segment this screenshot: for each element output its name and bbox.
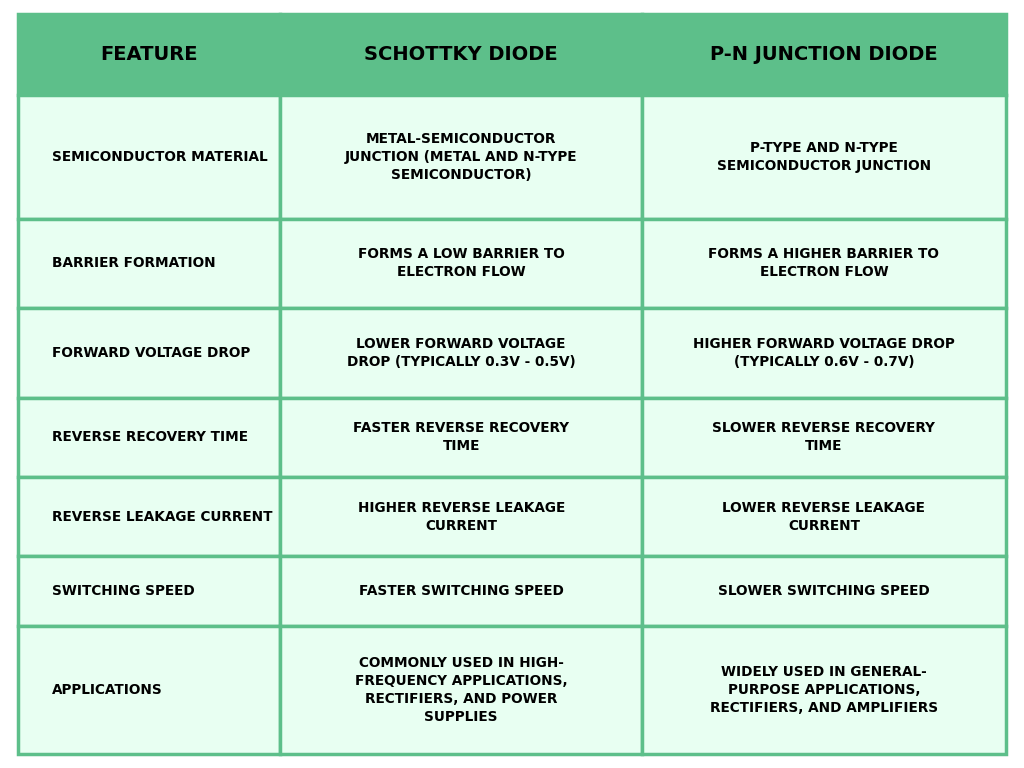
Bar [642,398,1006,477]
Text: SLOWER SWITCHING SPEED: SLOWER SWITCHING SPEED [718,584,930,598]
Text: FASTER REVERSE RECOVERY
TIME: FASTER REVERSE RECOVERY TIME [353,422,569,453]
Text: WIDELY USED IN GENERAL-
PURPOSE APPLICATIONS,
RECTIFIERS, AND AMPLIFIERS: WIDELY USED IN GENERAL- PURPOSE APPLICAT… [710,665,938,715]
Bar [18,626,280,754]
Bar [642,308,1006,398]
Bar [280,626,642,754]
Bar [642,14,1006,95]
Text: FEATURE: FEATURE [100,45,198,64]
Bar [280,219,642,308]
Text: P-TYPE AND N-TYPE
SEMICONDUCTOR JUNCTION: P-TYPE AND N-TYPE SEMICONDUCTOR JUNCTION [717,141,931,173]
Bar [280,14,642,95]
Text: SCHOTTKY DIODE: SCHOTTKY DIODE [365,45,558,64]
Text: BARRIER FORMATION: BARRIER FORMATION [52,257,216,270]
Bar [642,477,1006,556]
Bar [280,556,642,626]
Text: REVERSE RECOVERY TIME: REVERSE RECOVERY TIME [52,430,248,445]
Bar [18,398,280,477]
Bar [642,219,1006,308]
Text: METAL-SEMICONDUCTOR
JUNCTION (METAL AND N-TYPE
SEMICONDUCTOR): METAL-SEMICONDUCTOR JUNCTION (METAL AND … [345,132,578,181]
Bar [280,95,642,219]
Bar [280,308,642,398]
Bar [18,477,280,556]
Bar [280,477,642,556]
Text: HIGHER REVERSE LEAKAGE
CURRENT: HIGHER REVERSE LEAKAGE CURRENT [357,501,565,532]
Text: SLOWER REVERSE RECOVERY
TIME: SLOWER REVERSE RECOVERY TIME [713,422,935,453]
Text: SEMICONDUCTOR MATERIAL: SEMICONDUCTOR MATERIAL [52,150,268,164]
Text: FORMS A LOW BARRIER TO
ELECTRON FLOW: FORMS A LOW BARRIER TO ELECTRON FLOW [357,247,564,280]
Text: APPLICATIONS: APPLICATIONS [52,684,163,697]
Text: COMMONLY USED IN HIGH-
FREQUENCY APPLICATIONS,
RECTIFIERS, AND POWER
SUPPLIES: COMMONLY USED IN HIGH- FREQUENCY APPLICA… [355,657,567,724]
Bar [18,556,280,626]
Bar [280,398,642,477]
Text: FASTER SWITCHING SPEED: FASTER SWITCHING SPEED [358,584,563,598]
Text: P-N JUNCTION DIODE: P-N JUNCTION DIODE [710,45,938,64]
Bar [642,556,1006,626]
Text: LOWER FORWARD VOLTAGE
DROP (TYPICALLY 0.3V - 0.5V): LOWER FORWARD VOLTAGE DROP (TYPICALLY 0.… [347,337,575,369]
Bar [18,219,280,308]
Text: LOWER REVERSE LEAKAGE
CURRENT: LOWER REVERSE LEAKAGE CURRENT [723,501,926,532]
Bar [642,95,1006,219]
Text: REVERSE LEAKAGE CURRENT: REVERSE LEAKAGE CURRENT [52,510,272,524]
Text: HIGHER FORWARD VOLTAGE DROP
(TYPICALLY 0.6V - 0.7V): HIGHER FORWARD VOLTAGE DROP (TYPICALLY 0… [693,337,954,369]
Bar [18,308,280,398]
Bar [18,95,280,219]
Text: FORMS A HIGHER BARRIER TO
ELECTRON FLOW: FORMS A HIGHER BARRIER TO ELECTRON FLOW [709,247,939,280]
Bar [18,14,280,95]
Bar [642,626,1006,754]
Text: SWITCHING SPEED: SWITCHING SPEED [52,584,195,598]
Text: FORWARD VOLTAGE DROP: FORWARD VOLTAGE DROP [52,346,251,360]
